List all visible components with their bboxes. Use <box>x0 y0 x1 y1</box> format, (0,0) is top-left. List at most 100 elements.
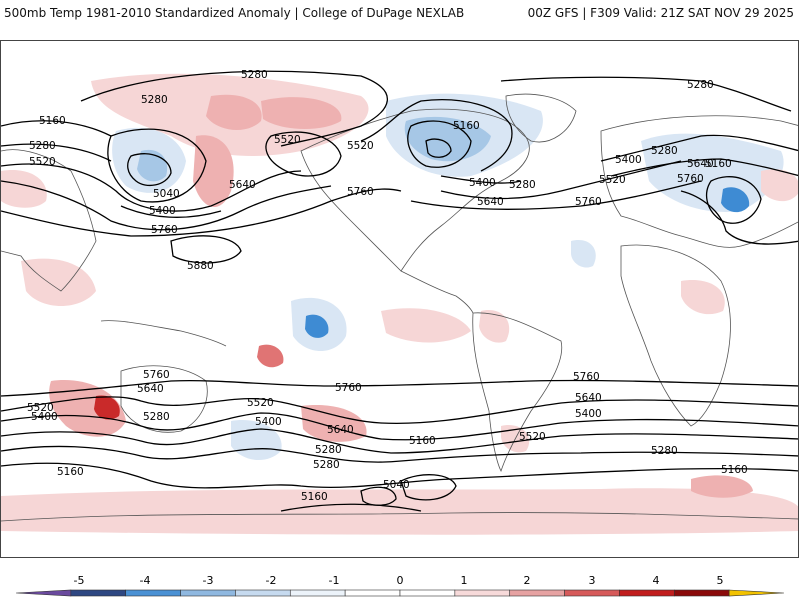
colorbar-tick-label: 4 <box>653 574 660 587</box>
cool-anomaly-area <box>641 133 784 212</box>
contour-low-pacific <box>107 128 207 203</box>
warm-anomaly-area <box>761 169 798 202</box>
colorbar-swatch <box>619 589 675 597</box>
contour-label-group: 5280 5280 5160 5280 5520 5040 5400 5640 … <box>27 69 748 503</box>
contour-label: 5400 <box>575 408 602 420</box>
contour-5160-sh <box>1 462 798 489</box>
colorbar-swatch <box>454 589 511 597</box>
contour-low-pacific-inner <box>127 153 172 187</box>
contour-5520-sh <box>1 412 798 441</box>
colorbar-swatch <box>728 589 785 597</box>
contour-5880-west <box>170 235 242 264</box>
map-title: 500mb Temp 1981-2010 Standardized Anomal… <box>4 6 465 20</box>
colorbar-swatch <box>509 589 565 597</box>
contour-label: 5280 <box>29 140 56 152</box>
contour-low-europe <box>705 176 762 224</box>
contour-low-na-inner <box>425 138 452 158</box>
contour-label: 5280 <box>509 179 536 191</box>
contour-label: 5760 <box>335 382 362 394</box>
colorbar-tick-label: -2 <box>266 574 277 587</box>
contour-label: 5280 <box>241 69 268 81</box>
warm-anomaly-area <box>691 475 753 498</box>
colorbar-tick-label: 2 <box>524 574 531 587</box>
contour-5280-sh <box>1 445 798 463</box>
colorbar-swatch <box>180 589 236 597</box>
contour-label: 5280 <box>315 444 342 456</box>
contour-5160-south <box>280 503 422 512</box>
central-america-outline <box>400 270 474 314</box>
contour-5760-sh <box>1 379 798 397</box>
contour-label: 5760 <box>143 369 170 381</box>
contour-label: 5160 <box>409 435 436 447</box>
contour-5280-north <box>80 70 388 147</box>
contour-label: 5520 <box>247 397 274 409</box>
colorbar-ticks: -5 -4 -3 -2 -1 0 1 2 3 4 5 <box>74 574 724 587</box>
warm-anomaly-area <box>479 310 510 343</box>
contour-5640-atlantic <box>440 160 682 200</box>
warm-anomaly-area <box>49 380 126 437</box>
east-asia-outline <box>1 149 97 292</box>
contour-label: 5640 <box>575 392 602 404</box>
contour-label: 5160 <box>301 491 328 503</box>
contour-5400-europe <box>610 158 798 177</box>
height-contours <box>1 70 798 512</box>
warm-anomaly-area <box>381 308 471 343</box>
north-america-outline <box>300 108 530 272</box>
warm-anomaly-area <box>206 94 262 131</box>
contour-label: 5280 <box>143 411 170 423</box>
contour-low-na <box>407 120 472 168</box>
contour-label: 5640 <box>229 179 256 191</box>
cool-anomaly-area <box>721 187 750 213</box>
colorbar-swatch <box>344 589 401 597</box>
greenland-outline <box>505 93 577 143</box>
colorbar-tick-label: 5 <box>717 574 724 587</box>
contour-5280-europe <box>600 134 798 162</box>
contour-label: 5040 <box>153 188 180 200</box>
indonesia-outline <box>100 320 227 347</box>
warm-anomaly-area <box>21 258 96 306</box>
colorbar-swatch <box>564 589 620 597</box>
contour-5760-west <box>1 188 402 237</box>
colorbar-swatches <box>15 589 785 597</box>
contour-label: 5520 <box>29 156 56 168</box>
contour-label: 5640 <box>687 158 714 170</box>
contour-label: 5640 <box>477 196 504 208</box>
contour-label: 5640 <box>327 424 354 436</box>
contour-label: 5520 <box>347 140 374 152</box>
contour-label: 5760 <box>347 186 374 198</box>
contour-label: 5760 <box>677 173 704 185</box>
contour-label: 5520 <box>599 174 626 186</box>
contour-label: 5520 <box>274 134 301 146</box>
colorbar-tick-label: -3 <box>203 574 214 587</box>
africa-outline <box>620 244 731 427</box>
colorbar-swatch <box>673 589 730 597</box>
contour-label: 5400 <box>31 411 58 423</box>
colorbar-tick-label: 1 <box>461 574 468 587</box>
cool-anomaly-area <box>305 314 329 338</box>
cool-anomaly-area <box>404 116 491 162</box>
contour-label: 5760 <box>575 196 602 208</box>
anomaly-shading <box>1 73 798 535</box>
contour-label: 5280 <box>687 79 714 91</box>
contour-label: 5640 <box>137 383 164 395</box>
contour-label: 5520 <box>27 402 54 414</box>
contour-5640-europe <box>680 190 798 245</box>
contour-5760-atlantic <box>410 180 702 210</box>
anomaly-map: 5280 5280 5160 5280 5520 5040 5400 5640 … <box>1 69 798 535</box>
contour-label: 5520 <box>519 431 546 443</box>
colorbar-swatch <box>70 589 127 597</box>
contour-label: 5160 <box>453 120 480 132</box>
colorbar-tick-label: 3 <box>589 574 596 587</box>
contour-label: 5400 <box>255 416 282 428</box>
contour-5400-sh <box>1 428 798 454</box>
colorbar-tick-label: -4 <box>140 574 151 587</box>
colorbar-swatch <box>289 589 346 597</box>
contour-5520-na <box>360 99 513 172</box>
contour-label: 5400 <box>469 177 496 189</box>
contour-5280-ne <box>500 76 792 112</box>
contour-5040-sh <box>400 474 457 501</box>
contour-label: 5400 <box>615 154 642 166</box>
anomaly-colorbar: -5 -4 -3 -2 -1 0 1 2 3 4 5 <box>0 560 800 600</box>
contour-label: 5280 <box>141 94 168 106</box>
contour-5040-sh-west <box>360 486 397 506</box>
